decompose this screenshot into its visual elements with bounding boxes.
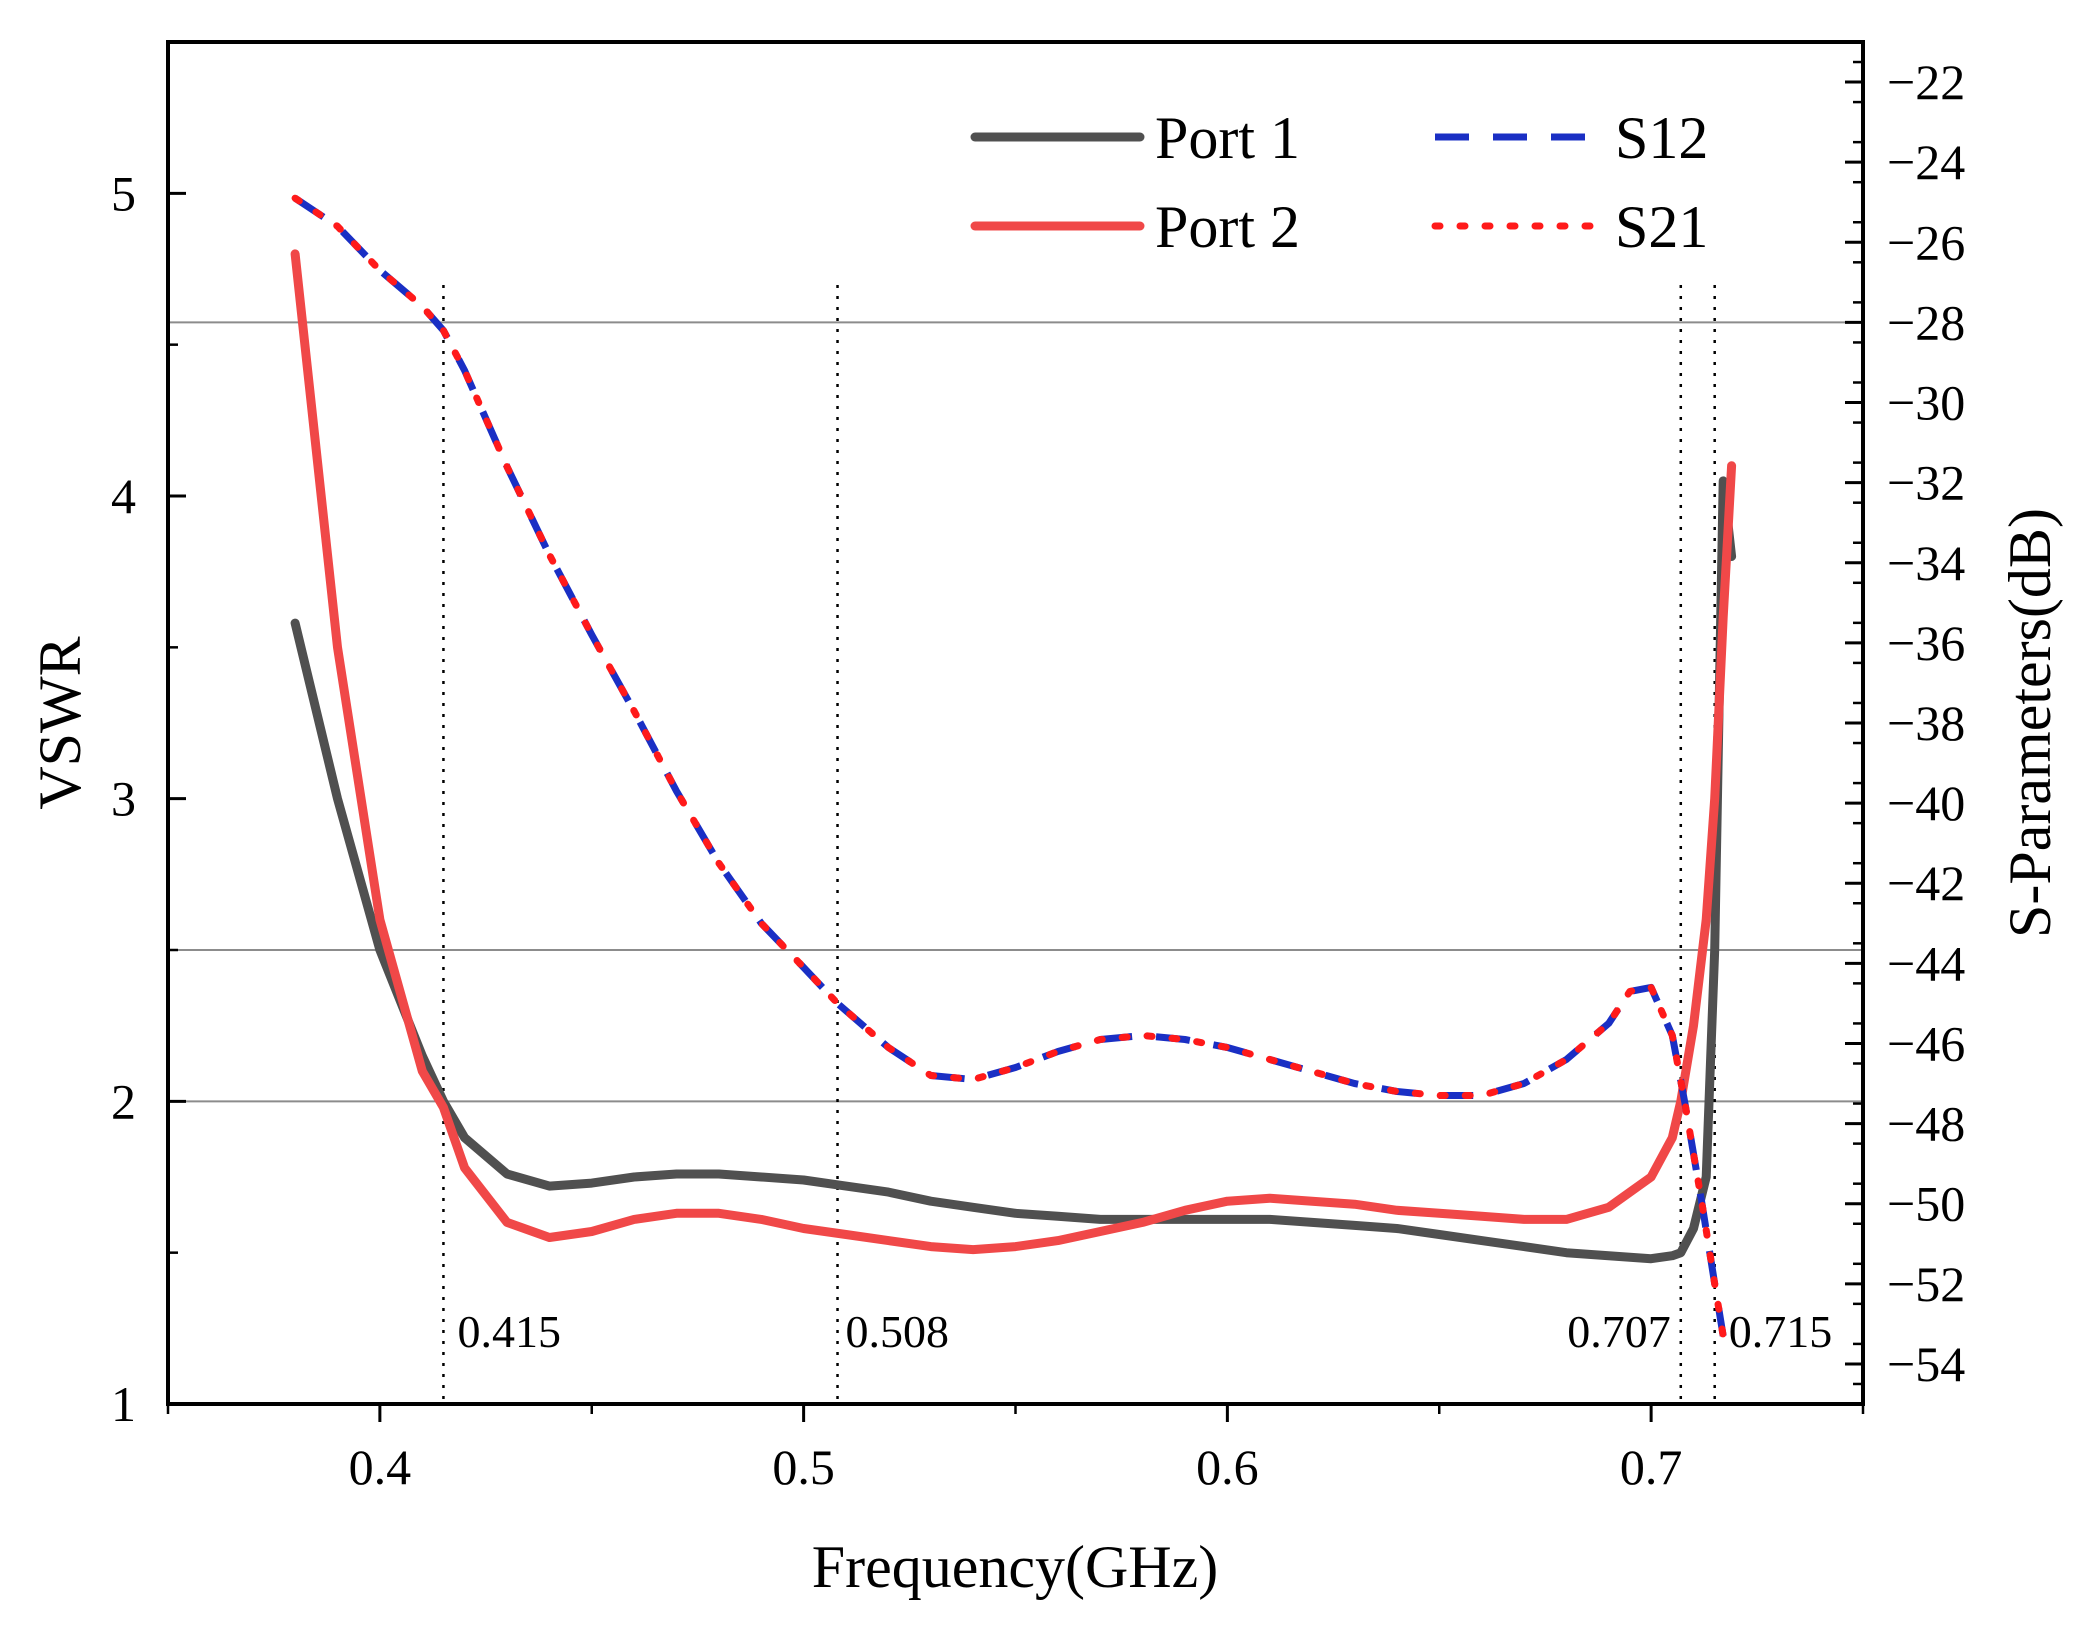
series-lines [290,194,1737,1340]
y-right-tick-label: −42 [1887,855,1965,911]
y-right-tick-label: −50 [1887,1176,1965,1232]
x-tick-label: 0.6 [1196,1439,1259,1495]
y-right-tick-label: −44 [1887,935,1965,991]
y-right-tick-label: −40 [1887,775,1965,831]
x-axis-ticks: 0.4 0.5 0.6 0.7 [166,1404,1865,1495]
legend-label: Port 1 [1155,105,1300,171]
x-tick-label: 0.7 [1620,1439,1683,1495]
x-axis-title: Frequency(GHz) [812,1534,1219,1600]
y-left-axis-ticks: 1 2 3 4 5 [111,165,186,1432]
y-right-tick-label: −32 [1887,455,1965,511]
y-right-tick-label: −54 [1887,1336,1965,1392]
marker-label: 0.707 [1567,1306,1671,1357]
marker-label: 0.415 [457,1306,561,1357]
y-left-tick-label: 2 [111,1073,136,1129]
y-right-tick-label: −48 [1887,1096,1965,1152]
legend-label: S12 [1615,105,1708,171]
reference-lines [168,321,1863,1103]
y-right-tick-label: −24 [1887,134,1965,190]
x-tick-label: 0.4 [349,1439,412,1495]
y-right-tick-label: −28 [1887,294,1965,350]
y-left-tick-label: 5 [111,165,136,221]
frequency-markers: 0.415 0.508 0.707 0.715 [442,285,1833,1404]
series-port-1 [290,476,1737,1264]
legend-label: S21 [1615,194,1708,260]
y-right-tick-label: −46 [1887,1015,1965,1071]
marker-label: 0.508 [846,1306,950,1357]
y-left-tick-label: 3 [111,771,136,827]
series-s21 [291,194,1727,1340]
series-port-2 [290,249,1737,1255]
y-right-tick-label: −22 [1887,54,1965,110]
y-right-tick-label: −52 [1887,1256,1965,1312]
y-left-tick-label: 4 [111,468,136,524]
y-right-tick-label: −38 [1887,695,1965,751]
x-tick-label: 0.5 [772,1439,835,1495]
legend-label: Port 2 [1155,194,1300,260]
y-left-tick-label: 1 [111,1376,136,1432]
y-left-axis-title: VSWR [27,636,93,809]
legend: Port 1 Port 2 S12 S21 [970,105,1708,260]
y-right-axis-title: S-Parameters(dB) [1997,508,2063,938]
y-right-tick-label: −36 [1887,615,1965,671]
y-right-tick-label: −34 [1887,535,1965,591]
y-right-axis-ticks: −54 −52 −50 −48 −46 −44 −42 −40 −38 −36 −34 −32 −30 −… [1845,54,1965,1392]
marker-label: 0.715 [1729,1306,1833,1357]
y-right-tick-label: −30 [1887,375,1965,431]
y-right-tick-label: −26 [1887,214,1965,270]
